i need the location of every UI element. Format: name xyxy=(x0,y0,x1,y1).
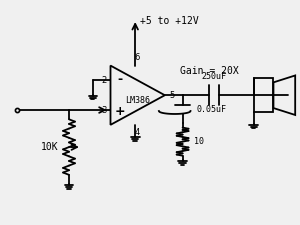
Text: 10K: 10K xyxy=(40,142,58,152)
Text: 5: 5 xyxy=(169,91,174,100)
Text: 2: 2 xyxy=(101,76,106,85)
Text: -: - xyxy=(118,73,123,86)
Text: +5 to +12V: +5 to +12V xyxy=(140,16,199,26)
Text: +: + xyxy=(115,105,126,117)
Text: 6: 6 xyxy=(134,53,140,62)
Text: 3: 3 xyxy=(101,106,106,115)
Text: Gain = 20X: Gain = 20X xyxy=(180,65,239,76)
Text: LM386: LM386 xyxy=(125,96,150,105)
Text: 250uF: 250uF xyxy=(202,72,227,81)
Text: 0.05uF: 0.05uF xyxy=(196,105,226,114)
Text: 4: 4 xyxy=(134,128,140,137)
Text: 10: 10 xyxy=(194,137,204,146)
Bar xyxy=(254,79,274,112)
